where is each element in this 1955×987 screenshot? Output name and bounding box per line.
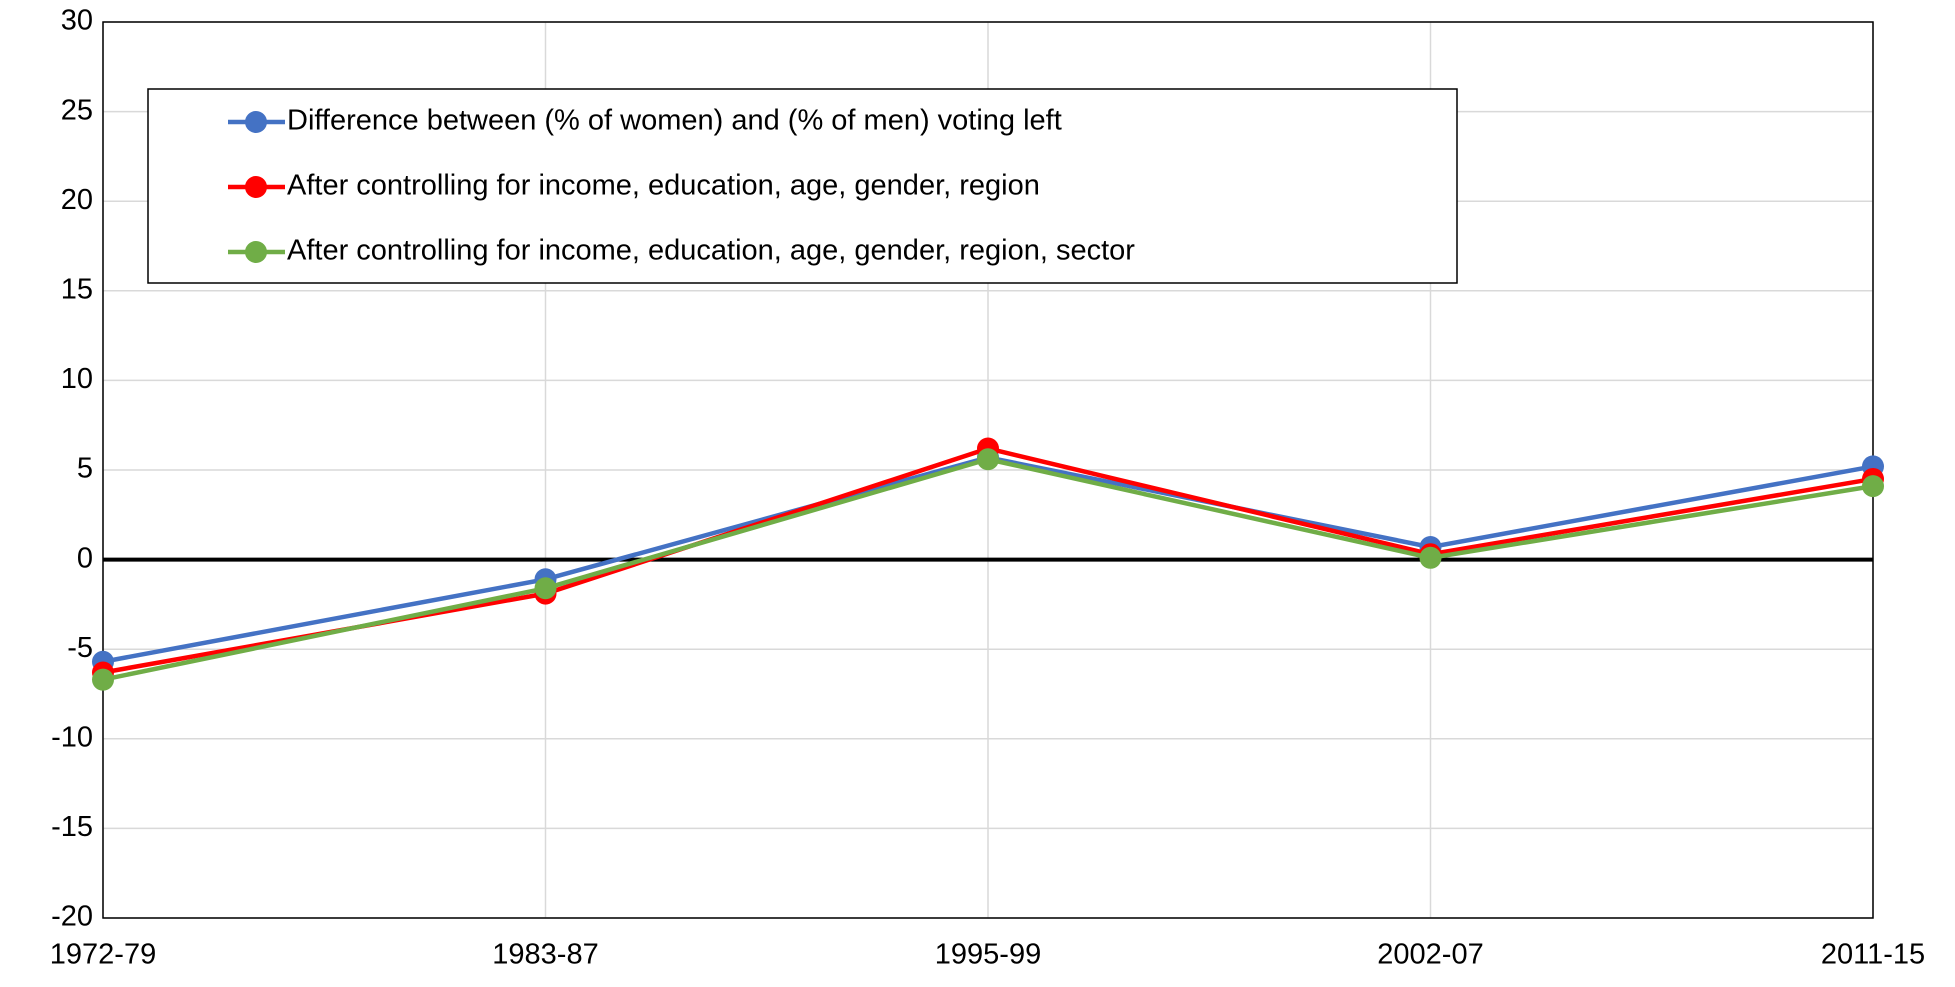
y-tick-label: 30: [61, 5, 93, 37]
y-tick-label: -5: [67, 632, 93, 664]
legend-box: [147, 88, 1458, 284]
x-tick-label: 1995-99: [935, 939, 1041, 971]
point: [977, 448, 999, 471]
y-tick-label: 25: [61, 94, 93, 126]
legend-label: Difference between (% of women) and (% o…: [287, 105, 1062, 137]
legend-label: After controlling for income, education,…: [287, 170, 1040, 202]
point: [1419, 546, 1442, 569]
point: [92, 668, 114, 691]
x-tick-label: 2011-15: [1821, 939, 1925, 971]
legend-label: After controlling for income, education,…: [287, 235, 1135, 267]
y-tick-label: 0: [77, 542, 93, 574]
legend-swatch-marker: [245, 111, 267, 133]
point: [1862, 475, 1884, 498]
y-tick-label: -10: [51, 721, 93, 753]
y-tick-label: 5: [77, 453, 93, 485]
legend-swatch-marker: [245, 176, 267, 198]
x-tick-label: 1972-79: [50, 939, 156, 971]
y-tick-label: 20: [61, 184, 93, 216]
x-tick-label: 1983-87: [492, 939, 598, 971]
legend-swatch-marker: [245, 241, 267, 263]
y-tick-label: -20: [51, 901, 93, 933]
y-tick-label: -15: [51, 811, 93, 843]
point: [534, 577, 557, 600]
y-tick-label: 15: [61, 273, 93, 305]
x-tick-label: 2002-07: [1377, 939, 1483, 971]
y-tick-label: 10: [61, 363, 93, 395]
